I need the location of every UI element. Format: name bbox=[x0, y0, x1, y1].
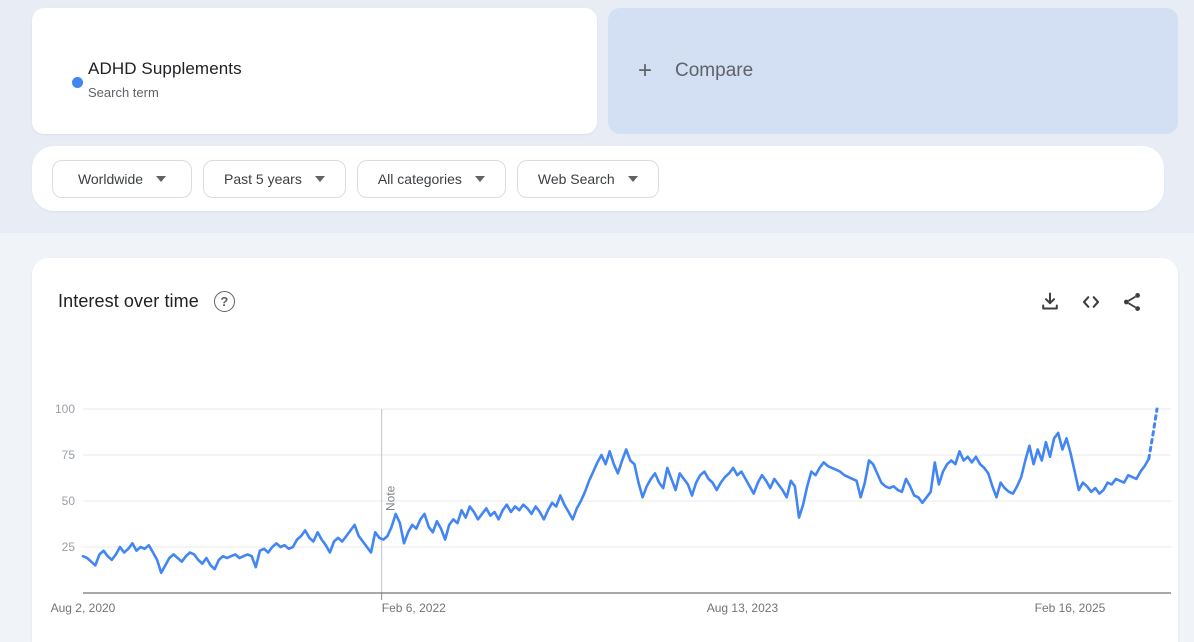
time-range-filter-value: Past 5 years bbox=[224, 170, 302, 187]
filter-bar: Worldwide Past 5 years All categories We… bbox=[32, 146, 1164, 211]
svg-text:Aug 2, 2020: Aug 2, 2020 bbox=[51, 601, 116, 615]
svg-text:Aug 13, 2023: Aug 13, 2023 bbox=[707, 601, 779, 615]
category-filter-value: All categories bbox=[377, 170, 462, 187]
compare-label: Compare bbox=[675, 60, 754, 81]
download-icon[interactable] bbox=[1038, 290, 1062, 314]
geo-filter-dropdown[interactable]: Worldwide bbox=[52, 159, 192, 198]
chevron-down-icon bbox=[156, 175, 167, 182]
search-term-title: ADHD Supplements bbox=[88, 59, 242, 78]
svg-text:Feb 16, 2025: Feb 16, 2025 bbox=[1035, 601, 1106, 615]
svg-text:75: 75 bbox=[62, 448, 76, 462]
category-filter-dropdown[interactable]: All categories bbox=[356, 159, 506, 198]
add-comparison-card[interactable]: + Compare bbox=[608, 8, 1178, 134]
interest-over-time-chart[interactable]: 25 50 75 100 Note Aug 2, 2020 Feb 6, 2022 Aug 1… bbox=[32, 258, 1178, 642]
svg-text:50: 50 bbox=[62, 494, 76, 508]
chevron-down-icon bbox=[627, 175, 638, 182]
chart-title: Interest over time bbox=[58, 291, 199, 311]
svg-text:Feb 6, 2022: Feb 6, 2022 bbox=[382, 601, 446, 615]
time-range-filter-dropdown[interactable]: Past 5 years bbox=[203, 159, 346, 198]
search-term-card[interactable]: ADHD Supplements Search term bbox=[32, 8, 597, 134]
svg-text:100: 100 bbox=[55, 402, 75, 416]
embed-icon[interactable] bbox=[1079, 290, 1103, 314]
geo-filter-value: Worldwide bbox=[77, 170, 144, 187]
chevron-down-icon bbox=[474, 175, 485, 182]
interest-over-time-card: Interest over time ? 25 50 75 100 Note Aug bbox=[32, 258, 1178, 642]
svg-text:Note: Note bbox=[384, 485, 398, 511]
search-type-filter-dropdown[interactable]: Web Search bbox=[516, 159, 659, 198]
chevron-down-icon bbox=[314, 175, 325, 182]
plus-icon: + bbox=[638, 57, 653, 84]
search-term-subtitle: Search term bbox=[88, 85, 159, 100]
series-color-dot-icon bbox=[72, 77, 83, 88]
share-icon[interactable] bbox=[1120, 290, 1144, 314]
search-type-filter-value: Web Search bbox=[537, 170, 615, 187]
svg-text:25: 25 bbox=[62, 540, 76, 554]
help-icon[interactable]: ? bbox=[213, 291, 235, 312]
